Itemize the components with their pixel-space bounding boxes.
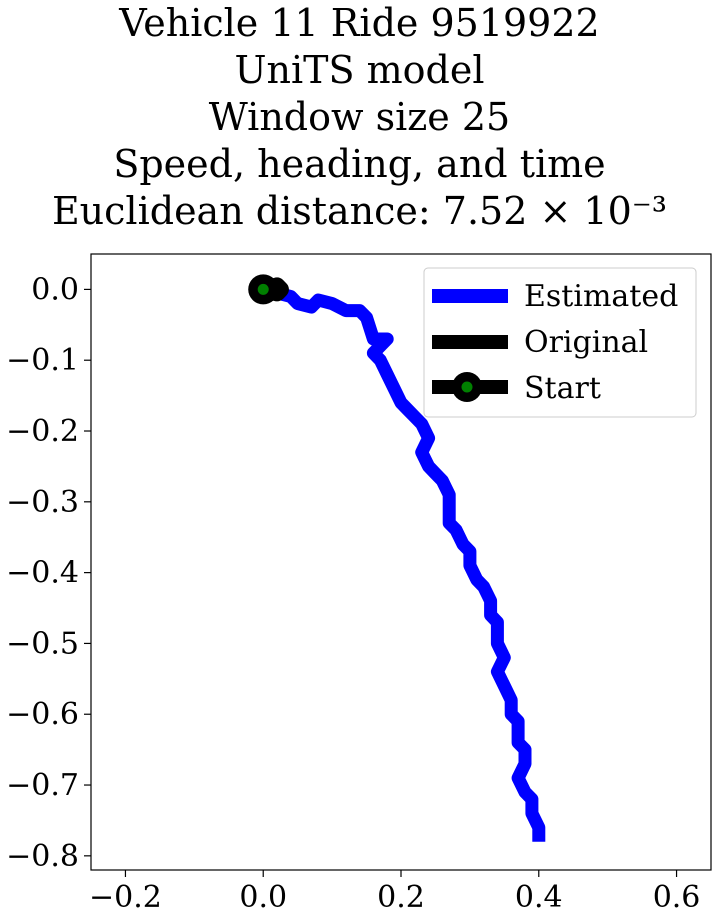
title-line-3: Window size 25	[208, 95, 511, 139]
y-tick-label: 0.0	[31, 272, 79, 307]
x-tick-label: −0.2	[89, 880, 162, 915]
x-tick-label: 0.4	[515, 880, 563, 915]
title-line-5: Euclidean distance: 7.52 × 10⁻³	[51, 189, 668, 233]
legend-label-estimated: Estimated	[524, 279, 678, 314]
y-tick-label: −0.3	[6, 485, 79, 520]
title-line-1: Vehicle 11 Ride 9519922	[119, 1, 600, 45]
legend-box	[423, 267, 697, 418]
y-tick-label: −0.4	[6, 556, 79, 591]
y-tick-label: −0.6	[6, 697, 79, 732]
title-line-4: Speed, heading, and time	[113, 142, 606, 186]
legend-label-original: Original	[524, 325, 648, 360]
y-tick-label: −0.7	[6, 768, 79, 803]
legend-marker-start-center	[461, 381, 473, 393]
x-tick-label: 0.2	[377, 880, 425, 915]
title-line-2: UniTS model	[234, 48, 485, 92]
y-tick-label: −0.2	[6, 414, 79, 449]
y-tick-label: −0.5	[6, 626, 79, 661]
chart-title: Vehicle 11 Ride 9519922 UniTS model Wind…	[0, 0, 719, 235]
legend-label-start: Start	[524, 371, 601, 406]
x-tick-label: 0.0	[239, 880, 287, 915]
series-line-estimated	[261, 283, 546, 842]
y-tick-label: −0.1	[6, 343, 79, 378]
legend: Estimated Original Start	[423, 267, 697, 418]
y-tick-label: −0.8	[6, 839, 79, 874]
start-marker-center	[257, 283, 269, 295]
x-tick-label: 0.6	[653, 880, 701, 915]
